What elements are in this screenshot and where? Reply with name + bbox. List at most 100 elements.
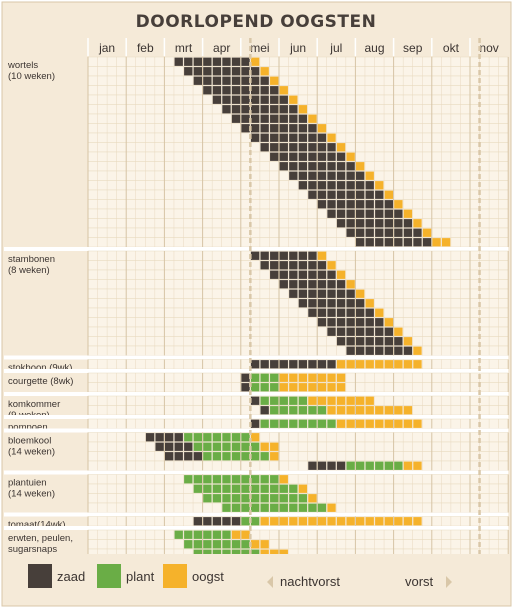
cell-oogst xyxy=(356,517,365,526)
cell-zaad xyxy=(193,517,202,526)
cell-plant xyxy=(250,475,260,484)
cell-zaad xyxy=(298,251,308,260)
cell-plant xyxy=(260,419,269,428)
cell-zaad xyxy=(365,337,374,346)
cell-zaad xyxy=(222,105,231,114)
cell-plant xyxy=(260,475,269,484)
cell-zaad xyxy=(346,209,355,218)
cell-plant xyxy=(193,530,202,539)
legend-label-plant: plant xyxy=(126,569,155,584)
cell-zaad xyxy=(289,124,298,133)
cell-zaad xyxy=(308,152,317,161)
cell-zaad xyxy=(346,346,355,355)
cell-oogst xyxy=(346,280,355,289)
cell-zaad xyxy=(375,238,384,247)
cell-zaad xyxy=(174,452,183,461)
cell-zaad xyxy=(365,181,374,190)
month-label-jun: jun xyxy=(289,41,306,55)
cell-zaad xyxy=(231,114,241,123)
cell-plant xyxy=(203,484,212,493)
cell-plant xyxy=(279,419,288,428)
cell-zaad xyxy=(203,57,212,66)
cell-zaad xyxy=(222,517,231,526)
crop-label: tomaat(14wk) xyxy=(8,520,66,531)
cell-plant xyxy=(260,452,269,461)
cell-zaad xyxy=(365,190,374,199)
cell-plant xyxy=(241,517,250,526)
crop-label: stambonen xyxy=(8,254,55,265)
month-label-sep: sep xyxy=(403,41,423,55)
cell-zaad xyxy=(308,360,317,369)
vorst-label: vorst xyxy=(405,574,434,589)
cell-zaad xyxy=(260,86,269,95)
cell-zaad xyxy=(241,383,250,392)
cell-oogst xyxy=(231,530,241,539)
cell-zaad xyxy=(336,152,346,161)
crop-label-bg xyxy=(4,474,87,513)
cell-oogst xyxy=(250,540,260,549)
cell-oogst xyxy=(327,406,336,415)
cell-zaad xyxy=(203,67,212,76)
cell-zaad xyxy=(193,57,202,66)
cell-zaad xyxy=(327,289,336,298)
cell-oogst xyxy=(375,406,384,415)
cell-zaad xyxy=(336,308,346,317)
cell-zaad xyxy=(279,143,288,152)
cell-zaad xyxy=(308,289,317,298)
cell-zaad xyxy=(193,76,202,85)
cell-zaad xyxy=(289,270,298,279)
cell-zaad xyxy=(365,308,374,317)
group-separator xyxy=(4,415,509,419)
cell-zaad xyxy=(308,308,317,317)
cell-plant xyxy=(327,419,336,428)
cell-plant xyxy=(184,530,193,539)
cell-zaad xyxy=(298,181,308,190)
cell-oogst xyxy=(298,105,308,114)
cell-plant xyxy=(356,461,365,470)
cell-zaad xyxy=(356,228,365,237)
cell-oogst xyxy=(317,251,327,260)
cell-plant xyxy=(289,494,298,503)
cell-zaad xyxy=(212,57,222,66)
cell-zaad xyxy=(279,251,288,260)
cell-oogst xyxy=(317,373,327,382)
cell-oogst xyxy=(384,517,393,526)
cell-zaad xyxy=(250,67,260,76)
cell-oogst xyxy=(317,517,327,526)
cell-zaad xyxy=(184,442,193,451)
crop-label-bg xyxy=(4,359,87,369)
cell-zaad xyxy=(250,105,260,114)
cell-zaad xyxy=(346,200,355,209)
cell-zaad xyxy=(212,67,222,76)
chart-title: DOORLOPEND OOGSTEN xyxy=(136,12,377,32)
cell-plant xyxy=(250,517,260,526)
crop-label: bloemkool xyxy=(8,436,51,447)
month-label-mei: mei xyxy=(250,41,269,55)
cell-zaad xyxy=(165,452,174,461)
cell-plant xyxy=(212,540,222,549)
cell-zaad xyxy=(384,209,393,218)
cell-oogst xyxy=(260,540,269,549)
cell-zaad xyxy=(317,143,327,152)
cell-oogst xyxy=(365,517,374,526)
cell-plant xyxy=(174,530,183,539)
cell-oogst xyxy=(365,360,374,369)
cell-plant xyxy=(222,442,231,451)
cell-zaad xyxy=(279,270,288,279)
cell-oogst xyxy=(394,200,403,209)
cell-zaad xyxy=(184,452,193,461)
crop-label: erwten, peulen, xyxy=(8,533,73,544)
cell-oogst xyxy=(432,238,441,247)
cell-plant xyxy=(193,442,202,451)
cell-zaad xyxy=(336,171,346,180)
cell-zaad xyxy=(327,308,336,317)
cell-oogst xyxy=(365,299,374,308)
cell-plant xyxy=(375,461,384,470)
cell-plant xyxy=(270,396,279,405)
cell-oogst xyxy=(260,549,269,558)
cell-zaad xyxy=(336,280,346,289)
cell-plant xyxy=(241,494,250,503)
cell-oogst xyxy=(394,517,403,526)
cell-zaad xyxy=(308,124,317,133)
cell-oogst xyxy=(375,360,384,369)
